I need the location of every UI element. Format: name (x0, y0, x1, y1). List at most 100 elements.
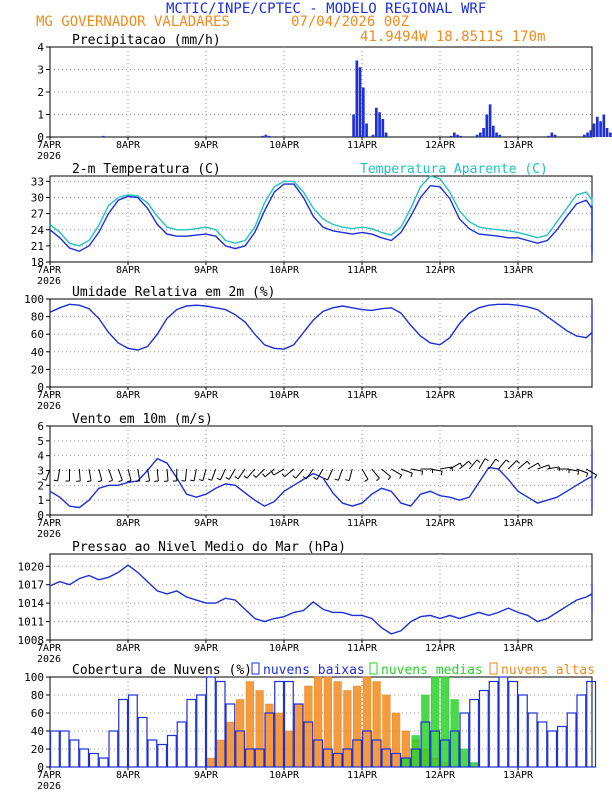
mid-cloud-bar (440, 676, 449, 768)
apparent-temp-line (49, 175, 593, 252)
wind-barb-flag (190, 479, 195, 482)
precip-bar (609, 132, 612, 137)
x-tick-label: 12APR (425, 390, 456, 401)
precip-bar (547, 135, 550, 137)
x-tick-label: 7APR (37, 140, 62, 151)
wind-barb (459, 460, 470, 470)
wind-barb (108, 468, 114, 481)
low-cloud-bar (79, 748, 90, 768)
pressure-title: Pressao ao Nivel Medio do Mar (hPa) (72, 540, 346, 555)
high-cloud-bar (333, 681, 342, 768)
x-tick-label: 9APR (194, 265, 219, 276)
y-tick-label: 4 (37, 41, 44, 54)
precip-bar (492, 125, 495, 137)
wind-barb-flag (468, 460, 472, 465)
x-tick-label: 10APR (269, 140, 300, 151)
precip-bar (479, 132, 482, 137)
x-tick-label: 10APR (269, 518, 300, 529)
x-tick-label: 9APR (194, 518, 219, 529)
low-cloud-bar (478, 689, 489, 768)
y-tick-label: 60 (31, 328, 44, 341)
wind-barb-flag (198, 479, 204, 482)
precip-bar (599, 121, 602, 137)
low-cloud-bar (488, 680, 499, 768)
wind-barb (57, 468, 61, 481)
wind-barb (517, 460, 528, 470)
wind-barb (228, 468, 236, 480)
high-cloud-bar (245, 681, 254, 768)
precip-bar (352, 114, 355, 137)
low-cloud-bar (88, 752, 99, 768)
y-tick-label: 20 (31, 743, 44, 756)
x-tick-label: 12APR (425, 770, 456, 781)
x-tick-label: 13APR (503, 140, 534, 151)
low-cloud-bar (322, 748, 333, 768)
x-year-label: 2026 (37, 529, 61, 540)
wind-barb-flag (410, 472, 413, 478)
panel-frame (49, 175, 593, 263)
wind-barb (361, 468, 369, 480)
precip-bar (482, 128, 485, 137)
high-cloud-bar (226, 721, 235, 768)
precip-bar (495, 132, 498, 137)
precip-bar (583, 134, 586, 137)
low-cloud-bar (566, 712, 577, 768)
wind-barb (284, 468, 295, 478)
low-cloud-bar (254, 748, 265, 768)
y-tick-label: 3 (37, 64, 44, 77)
wind-barb (576, 468, 588, 474)
wind-barb-flag (252, 474, 257, 478)
wind-barb-flag (207, 478, 212, 481)
wind-barb (400, 468, 413, 474)
wind-barb (78, 468, 81, 482)
wind-barb-flag (421, 471, 424, 476)
y-tick-label: 1 (37, 109, 44, 122)
mid-cloud-bar (411, 735, 420, 768)
y-tick-label: 0 (37, 761, 44, 774)
temp-title: 2-m Temperatura (C) (72, 162, 221, 177)
wind-barb-flag (108, 479, 113, 483)
low-cloud-bar (166, 734, 177, 768)
low-cloud-bar (147, 739, 158, 768)
wind-barb (371, 468, 380, 479)
wind-barb-flag (262, 473, 266, 478)
precip-bar (550, 132, 554, 137)
x-tick-label: 9APR (194, 390, 219, 401)
low-cloud-bar (537, 721, 548, 768)
x-tick-label: 8APR (116, 518, 141, 529)
wind-barb-flag (313, 476, 318, 480)
high-cloud-bar (372, 681, 381, 768)
low-cloud-bar (225, 703, 236, 768)
x-year-label: 2026 (37, 781, 61, 792)
precip-bar (498, 134, 502, 137)
wind-barb (439, 466, 452, 470)
wind-barb (410, 468, 423, 472)
high-cloud-bar (343, 690, 352, 768)
low-cloud-bar (469, 698, 480, 768)
wind-barb (566, 468, 579, 472)
precip-bar (358, 67, 362, 137)
x-tick-label: 13APR (503, 390, 534, 401)
x-tick-label: 12APR (425, 265, 456, 276)
coords-label: 41.9494W 18.8511S 170m (360, 29, 546, 45)
x-tick-label: 7APR (37, 770, 62, 781)
low-cloud-bar (342, 748, 353, 768)
low-cloud-bar (439, 739, 450, 768)
precip-bar (589, 130, 593, 137)
low-cloud-bar (127, 694, 138, 768)
low-cloud-bar (586, 680, 597, 768)
precip-bar (267, 135, 271, 137)
wind-barb (316, 468, 324, 480)
panel-2 (46, 175, 593, 265)
wind-barb-flag (225, 476, 230, 480)
x-tick-label: 12APR (425, 518, 456, 529)
cloud-title: Cobertura de Nuvens (%) (72, 663, 252, 678)
y-tick-label: 1011 (18, 616, 45, 629)
precip-bar (488, 104, 492, 137)
precip-bar (375, 107, 378, 137)
wind-barb (98, 468, 103, 481)
low-cloud-bar (391, 752, 402, 768)
precip-bar (102, 135, 105, 137)
wind-barb (430, 468, 443, 472)
precip-bar (362, 87, 365, 137)
